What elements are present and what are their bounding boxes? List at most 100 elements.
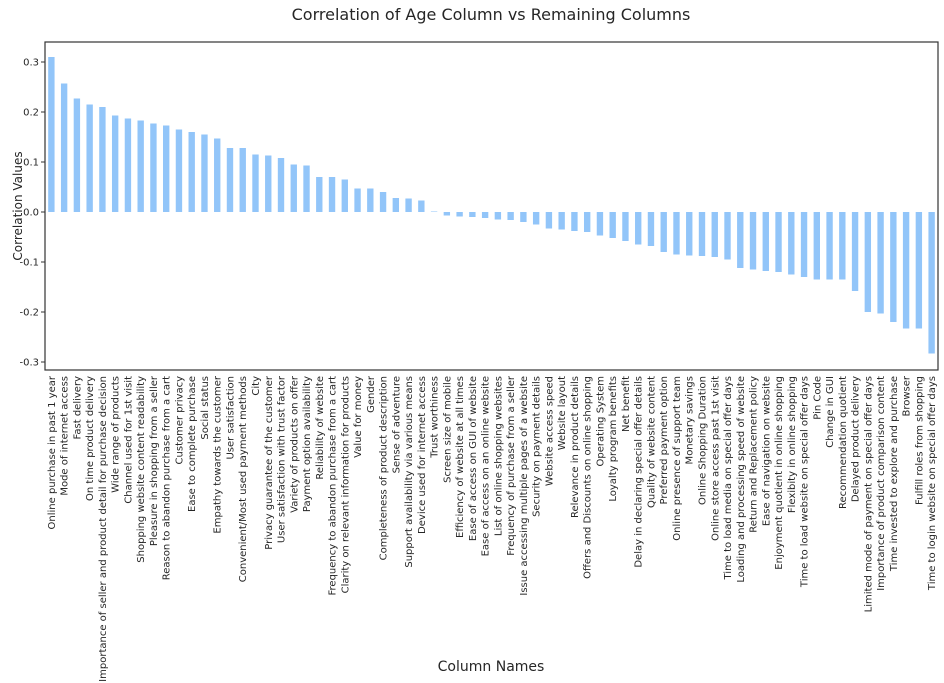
x-tick-label: Monetary savings [685, 376, 696, 464]
bar [430, 211, 438, 212]
bar [60, 83, 68, 212]
bar [660, 212, 667, 252]
bar [788, 212, 795, 275]
x-tick-label: Relevance in product details [570, 376, 581, 518]
x-tick-label: Variety of products on offer [289, 375, 300, 513]
bar [864, 212, 872, 312]
y-tick-label: -0.2 [19, 308, 39, 319]
y-tick-label: -0.3 [19, 358, 39, 369]
bar [609, 212, 616, 238]
x-tick-label: Ease to complete purchase [187, 376, 198, 512]
plot-frame [44, 41, 939, 371]
x-tick-label: Online store access past 1st visit [710, 376, 721, 541]
x-tick-label: Pin Code [812, 376, 823, 420]
y-tick-label: -0.1 [19, 258, 39, 269]
x-tick-label: Operating System [595, 376, 606, 466]
bar [111, 115, 119, 212]
bar [214, 138, 221, 212]
bar [277, 158, 285, 212]
x-tick-label: Flexibity in online shopping [787, 376, 798, 513]
x-tick-label: Gender [366, 375, 377, 413]
bar [839, 212, 846, 280]
x-tick-label: Online purchase in past 1 year [47, 375, 58, 529]
y-tick-label: 0.0 [23, 208, 39, 219]
bar [826, 212, 833, 280]
bar [48, 57, 55, 212]
x-tick-label: Return and Replacement policy [749, 376, 760, 533]
bar [73, 98, 81, 212]
x-tick-label: Importance of seller and product detail … [98, 376, 109, 682]
bar [915, 212, 923, 329]
x-tick-label: Net benefit [621, 376, 632, 432]
bar [851, 212, 859, 291]
bar [328, 177, 336, 212]
x-tick-label: Website layout [557, 376, 568, 450]
x-tick-label: Ease of access on an online website [481, 376, 492, 556]
bar [469, 212, 476, 217]
x-tick-label: Shopping website content readability [136, 376, 147, 563]
x-tick-label: Privacy guarantee of the customer [264, 375, 275, 550]
x-tick-label: Device used for internet access [417, 376, 428, 534]
x-tick-label: Website access speed [544, 376, 555, 486]
bar [188, 132, 195, 212]
bar [481, 212, 489, 218]
bar [902, 212, 910, 329]
x-tick-label: Change in GUI [825, 376, 836, 448]
bar [163, 125, 170, 212]
x-tick-label: Ease of access on GUI of website [468, 376, 479, 541]
x-tick-label: Time invested to explore and purchase [889, 376, 900, 572]
x-tick-label: Convenient/Most used payment methods [238, 376, 249, 582]
x-tick-label: Delayed product delivery [851, 376, 862, 502]
x-tick-label: Ease of navigation on website [761, 376, 772, 526]
bar [86, 104, 93, 212]
bar [813, 212, 820, 280]
x-tick-label: Screen size of mobile [442, 376, 453, 483]
x-tick-label: Recommendation quotient [838, 376, 849, 509]
bar [456, 212, 463, 217]
x-tick-label: Efficiency of website at all times [455, 376, 466, 538]
bar [443, 212, 451, 216]
x-tick-label: Time to load media on special offer days [723, 376, 734, 581]
bar [354, 188, 361, 212]
bar [494, 212, 502, 220]
bar [545, 212, 553, 229]
x-tick-label: Browser [902, 375, 913, 416]
x-tick-label: Loyalty program benefits [608, 376, 619, 502]
x-tick-label: Delay in declaring special offer details [634, 376, 645, 568]
bar [737, 212, 744, 268]
y-tick-label: 0.3 [23, 58, 39, 69]
bar [226, 148, 234, 212]
x-tick-label: Wide range of products [111, 376, 122, 493]
x-tick-label: Quality of website content [646, 376, 657, 508]
bar [405, 198, 412, 212]
x-tick-label: List of online shopping websites [493, 376, 504, 536]
x-tick-label: Reason to abandon purchase from a cart [162, 376, 173, 580]
x-tick-label: Time to login website on special offer d… [927, 376, 938, 591]
bar [571, 212, 578, 231]
bar [635, 212, 642, 245]
x-tick-label: City [251, 376, 262, 396]
bar [520, 212, 527, 222]
x-tick-label: Limited mode of payment on special offer… [863, 376, 874, 612]
x-tick-label: Social status [200, 376, 211, 440]
x-tick-label: Customer privacy [174, 376, 185, 465]
x-tick-label: Time to load website on special offer da… [800, 376, 811, 588]
bar [175, 129, 183, 212]
bar [303, 165, 310, 212]
x-tick-label: User satisfaction [225, 376, 236, 460]
x-tick-label: Mode of internet access [60, 376, 71, 496]
x-tick-label: Sense of adventure [391, 376, 402, 473]
bar [711, 212, 718, 257]
bar [749, 212, 757, 270]
chart-title: Correlation of Age Column vs Remaining C… [292, 5, 691, 24]
bar [99, 107, 106, 212]
bar [137, 120, 144, 212]
x-tick-label: Empathy towards the customer [213, 375, 224, 533]
x-tick-label: Importance of product comparison content [876, 376, 887, 591]
bar [532, 212, 540, 225]
x-tick-label: Online presence of support team [672, 376, 683, 541]
bar [150, 123, 157, 212]
bar [928, 212, 935, 354]
bar [418, 200, 425, 212]
